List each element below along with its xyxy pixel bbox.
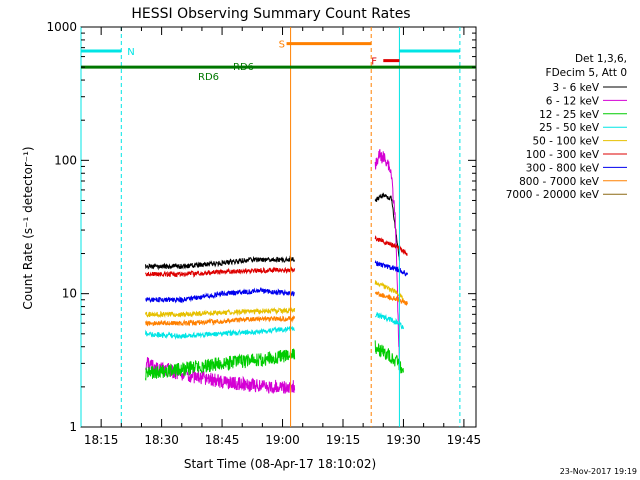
series-12-25-kev-segment-1 xyxy=(145,348,296,381)
y-tick-label-2: 10 xyxy=(62,287,77,301)
legend-entry-7000-20000-kev: 7000 - 20000 keV xyxy=(506,189,600,201)
series-300-800-kev-segment-2 xyxy=(374,259,408,277)
x-tick-label-6: 19:30 xyxy=(386,433,421,447)
series-3-6-kev-segment-1 xyxy=(145,255,295,271)
series-6-12-kev-segment-2 xyxy=(374,149,400,370)
y-tick-label-1: 1 xyxy=(69,420,77,434)
series-25-50-kev-segment-2 xyxy=(374,311,404,330)
marker-layer: N S F RD6 RD6 xyxy=(80,27,476,427)
series-100-300-kev-segment-2 xyxy=(374,235,408,256)
series-100-300-kev-segment-1 xyxy=(145,266,296,278)
series-50-100-kev-segment-1 xyxy=(145,306,296,319)
date-stamp: 23-Nov-2017 19:19 xyxy=(560,467,637,476)
legend-header-line-2: FDecim 5, Att 0 xyxy=(546,67,627,79)
legend-entry-50-100-kev: 50 - 100 keV xyxy=(532,136,599,148)
marker-label-4: RD6 xyxy=(233,62,254,73)
legend-entry-800-7000-kev: 800 - 7000 keV xyxy=(519,176,600,188)
marker-label-5: RD6 xyxy=(198,72,219,83)
x-tick-label-7: 19:45 xyxy=(447,433,482,447)
legend-entry-300-800-kev: 300 - 800 keV xyxy=(526,162,600,174)
x-tick-label-3: 18:45 xyxy=(205,433,240,447)
series-50-100-kev-segment-2 xyxy=(374,280,404,302)
series-layer xyxy=(145,149,408,394)
marker-label-3: F xyxy=(371,57,377,68)
x-tick-label-1: 18:15 xyxy=(84,433,119,447)
chart-title: HESSI Observing Summary Count Rates xyxy=(131,6,410,22)
y-axis-label: Count Rate (s⁻¹ detector⁻¹) xyxy=(21,146,35,309)
series-300-800-kev-segment-1 xyxy=(145,286,295,304)
legend-entry-12-25-kev: 12 - 25 keV xyxy=(539,109,600,121)
x-tick-label-4: 19:00 xyxy=(265,433,300,447)
y-tick-label-4: 1000 xyxy=(46,20,77,34)
series-12-25-kev-segment-2 xyxy=(374,340,404,374)
legend-entry-3-6-kev: 3 - 6 keV xyxy=(552,82,599,94)
series-800-7000-kev-segment-2 xyxy=(374,290,408,306)
plot-area-frame xyxy=(80,26,477,428)
marker-label-1: N xyxy=(127,47,134,58)
y-tick-label-3: 100 xyxy=(54,153,77,167)
legend-entry-25-50-kev: 25 - 50 keV xyxy=(539,122,600,134)
x-axis: 18:15 18:30 18:45 19:00 19:15 19:30 19:45 xyxy=(84,27,481,447)
y-axis: 1 10 100 1000 xyxy=(46,20,476,434)
series-25-50-kev-segment-1 xyxy=(145,325,295,341)
marker-label-2: S xyxy=(279,40,285,51)
legend-header-line-1: Det 1,3,6, xyxy=(575,53,627,65)
legend-entry-100-300-kev: 100 - 300 keV xyxy=(526,149,600,161)
x-axis-label: Start Time (08-Apr-17 18:10:02) xyxy=(184,457,376,471)
x-tick-label-2: 18:30 xyxy=(144,433,179,447)
legend-entry-6-12-kev: 6 - 12 keV xyxy=(546,95,600,107)
x-tick-label-5: 19:15 xyxy=(326,433,361,447)
series-800-7000-kev-segment-1 xyxy=(145,314,296,327)
